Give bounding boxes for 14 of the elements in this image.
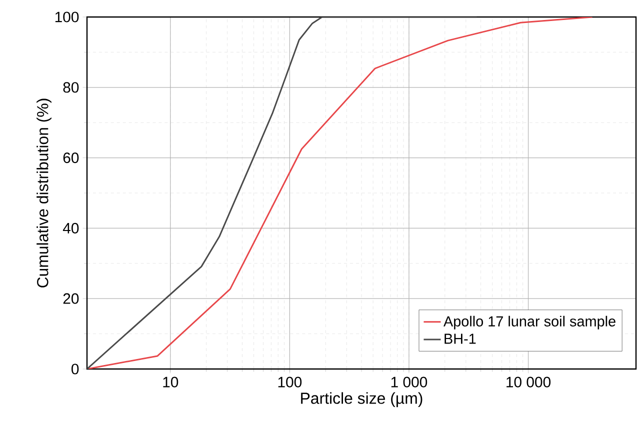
x-tick-label: 10 (163, 376, 178, 388)
y-tick-label: 80 (63, 82, 79, 93)
y-tick-label: 20 (63, 293, 79, 304)
x-tick-label: 10 000 (506, 376, 551, 388)
y-tick-label: 0 (72, 364, 79, 374)
x-tick-label: 1 000 (391, 376, 428, 388)
legend-label: Apollo 17 lunar soil sample (443, 316, 616, 330)
y-tick-label: 60 (63, 152, 79, 164)
x-tick-label: 100 (278, 376, 302, 388)
y-tick-label: 100 (55, 12, 79, 22)
x-axis-title: Particle size (µm) (301, 392, 422, 408)
y-axis-title: Cumulative distribution (%) (36, 98, 52, 288)
legend-label: BH-1 (444, 334, 476, 344)
y-tick-label: 40 (62, 222, 79, 234)
